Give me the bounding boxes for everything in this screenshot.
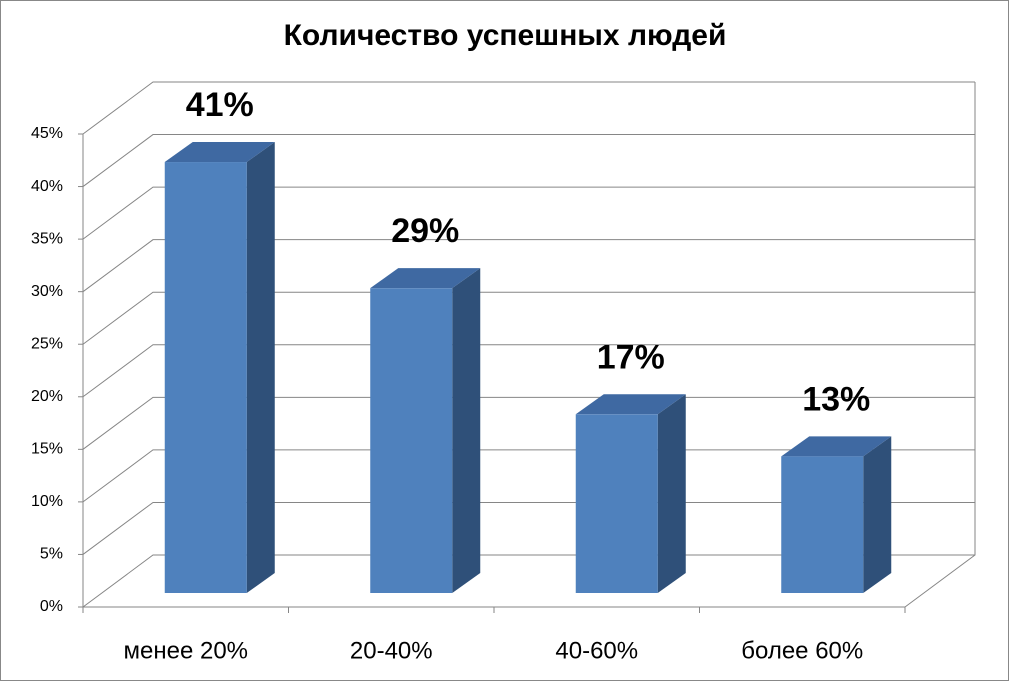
bar-top [575, 394, 686, 415]
y-tick-label: 5% [40, 546, 63, 563]
chart-title: Количество успешных людей [284, 19, 727, 52]
grid-line [82, 291, 975, 345]
value-label: 17% [597, 338, 665, 376]
x-tick-label: 20-40% [350, 637, 433, 664]
y-tick-label: 10% [31, 493, 63, 510]
bar [370, 288, 453, 593]
y-tick-label: 40% [31, 178, 63, 195]
grid-line [82, 344, 975, 398]
bar-side [657, 394, 686, 593]
bar-side [863, 436, 892, 593]
bar-side [452, 268, 481, 593]
y-tick-label: 30% [31, 283, 63, 300]
y-tick-label: 45% [31, 125, 63, 142]
grid-line [82, 81, 975, 135]
grid-line [82, 134, 975, 187]
grid-line [82, 449, 975, 503]
value-label: 41% [186, 86, 254, 124]
x-tick-label: более 60% [741, 637, 863, 664]
bar-top [781, 436, 892, 457]
grid-line [82, 239, 975, 293]
y-tick-label: 35% [31, 230, 63, 247]
value-label: 13% [802, 380, 870, 418]
x-tick-label: менее 20% [124, 637, 249, 664]
y-tick-label: 15% [31, 441, 63, 458]
bar [164, 162, 247, 594]
bar-side [246, 142, 275, 594]
y-tick-label: 0% [40, 598, 63, 615]
bar-top [370, 268, 481, 289]
bar [575, 414, 658, 593]
grid-line [82, 554, 975, 608]
bar-top [164, 142, 275, 163]
value-label: 29% [391, 212, 459, 250]
grid-line [82, 501, 975, 555]
grid-line [82, 186, 975, 240]
y-tick-label: 25% [31, 335, 63, 352]
bar [781, 456, 864, 593]
y-tick-label: 20% [31, 388, 63, 405]
x-tick-label: 40-60% [555, 637, 638, 664]
grid-line [82, 396, 975, 450]
